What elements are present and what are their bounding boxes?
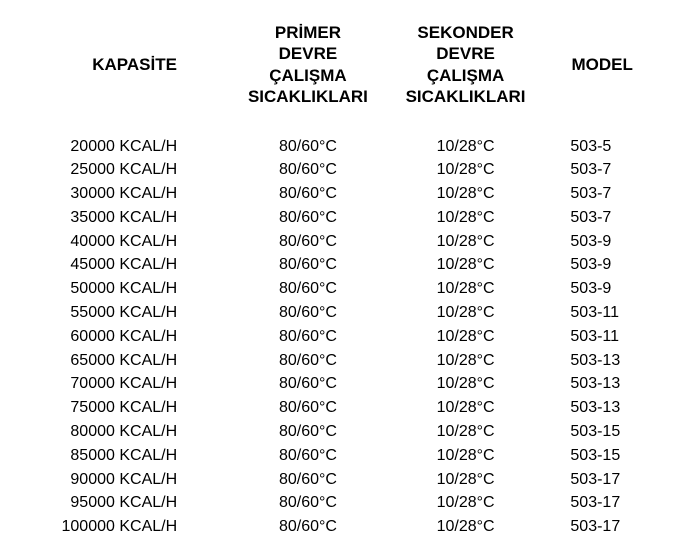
cell-primer: 80/60°C	[229, 230, 387, 254]
cell-sekonder: 10/28°C	[387, 516, 545, 540]
cell-model: 503-7	[544, 183, 660, 207]
cell-kapasite: 35000 KCAL/H	[40, 206, 229, 230]
table-row: 100000 KCAL/H80/60°C10/28°C503-17	[40, 516, 660, 540]
cell-primer: 80/60°C	[229, 468, 387, 492]
cell-kapasite: 40000 KCAL/H	[40, 230, 229, 254]
cell-model: 503-5	[544, 135, 660, 159]
table-row: 95000 KCAL/H80/60°C10/28°C503-17	[40, 492, 660, 516]
cell-model: 503-11	[544, 302, 660, 326]
cell-kapasite: 20000 KCAL/H	[40, 135, 229, 159]
cell-sekonder: 10/28°C	[387, 206, 545, 230]
cell-sekonder: 10/28°C	[387, 230, 545, 254]
header-row: KAPASİTE PRİMERDEVREÇALIŞMASICAKLIKLARI …	[40, 22, 660, 135]
cell-primer: 80/60°C	[229, 183, 387, 207]
table-body: 20000 KCAL/H80/60°C10/28°C503-525000 KCA…	[40, 135, 660, 540]
cell-sekonder: 10/28°C	[387, 159, 545, 183]
cell-kapasite: 25000 KCAL/H	[40, 159, 229, 183]
cell-model: 503-9	[544, 254, 660, 278]
header-kapasite: KAPASİTE	[40, 22, 229, 135]
table-row: 70000 KCAL/H80/60°C10/28°C503-13	[40, 373, 660, 397]
cell-kapasite: 30000 KCAL/H	[40, 183, 229, 207]
cell-sekonder: 10/28°C	[387, 373, 545, 397]
cell-primer: 80/60°C	[229, 444, 387, 468]
cell-kapasite: 65000 KCAL/H	[40, 349, 229, 373]
cell-primer: 80/60°C	[229, 349, 387, 373]
cell-sekonder: 10/28°C	[387, 444, 545, 468]
cell-sekonder: 10/28°C	[387, 302, 545, 326]
cell-model: 503-17	[544, 468, 660, 492]
cell-model: 503-9	[544, 278, 660, 302]
cell-model: 503-17	[544, 492, 660, 516]
cell-kapasite: 50000 KCAL/H	[40, 278, 229, 302]
cell-kapasite: 70000 KCAL/H	[40, 373, 229, 397]
table-row: 75000 KCAL/H80/60°C10/28°C503-13	[40, 397, 660, 421]
cell-sekonder: 10/28°C	[387, 278, 545, 302]
cell-sekonder: 10/28°C	[387, 349, 545, 373]
table-row: 90000 KCAL/H80/60°C10/28°C503-17	[40, 468, 660, 492]
cell-kapasite: 90000 KCAL/H	[40, 468, 229, 492]
cell-model: 503-11	[544, 325, 660, 349]
cell-primer: 80/60°C	[229, 135, 387, 159]
table-container: KAPASİTE PRİMERDEVREÇALIŞMASICAKLIKLARI …	[0, 0, 700, 540]
cell-model: 503-13	[544, 349, 660, 373]
cell-sekonder: 10/28°C	[387, 325, 545, 349]
table-row: 55000 KCAL/H80/60°C10/28°C503-11	[40, 302, 660, 326]
header-sekonder: SEKONDERDEVREÇALIŞMASICAKLIKLARI	[387, 22, 545, 135]
cell-primer: 80/60°C	[229, 373, 387, 397]
spec-table: KAPASİTE PRİMERDEVREÇALIŞMASICAKLIKLARI …	[40, 22, 660, 540]
table-row: 25000 KCAL/H80/60°C10/28°C503-7	[40, 159, 660, 183]
table-row: 35000 KCAL/H80/60°C10/28°C503-7	[40, 206, 660, 230]
cell-sekonder: 10/28°C	[387, 468, 545, 492]
table-row: 85000 KCAL/H80/60°C10/28°C503-15	[40, 444, 660, 468]
cell-primer: 80/60°C	[229, 254, 387, 278]
table-row: 50000 KCAL/H80/60°C10/28°C503-9	[40, 278, 660, 302]
cell-model: 503-15	[544, 444, 660, 468]
cell-model: 503-13	[544, 373, 660, 397]
cell-primer: 80/60°C	[229, 325, 387, 349]
cell-model: 503-13	[544, 397, 660, 421]
cell-kapasite: 80000 KCAL/H	[40, 421, 229, 445]
header-model: MODEL	[544, 22, 660, 135]
table-row: 60000 KCAL/H80/60°C10/28°C503-11	[40, 325, 660, 349]
cell-model: 503-15	[544, 421, 660, 445]
cell-model: 503-17	[544, 516, 660, 540]
cell-primer: 80/60°C	[229, 516, 387, 540]
cell-kapasite: 85000 KCAL/H	[40, 444, 229, 468]
table-row: 45000 KCAL/H80/60°C10/28°C503-9	[40, 254, 660, 278]
cell-sekonder: 10/28°C	[387, 492, 545, 516]
cell-primer: 80/60°C	[229, 159, 387, 183]
cell-primer: 80/60°C	[229, 278, 387, 302]
table-row: 65000 KCAL/H80/60°C10/28°C503-13	[40, 349, 660, 373]
cell-kapasite: 45000 KCAL/H	[40, 254, 229, 278]
cell-model: 503-7	[544, 159, 660, 183]
table-row: 80000 KCAL/H80/60°C10/28°C503-15	[40, 421, 660, 445]
cell-sekonder: 10/28°C	[387, 397, 545, 421]
cell-primer: 80/60°C	[229, 421, 387, 445]
cell-sekonder: 10/28°C	[387, 135, 545, 159]
header-primer: PRİMERDEVREÇALIŞMASICAKLIKLARI	[229, 22, 387, 135]
cell-kapasite: 95000 KCAL/H	[40, 492, 229, 516]
cell-primer: 80/60°C	[229, 302, 387, 326]
cell-kapasite: 55000 KCAL/H	[40, 302, 229, 326]
cell-sekonder: 10/28°C	[387, 183, 545, 207]
cell-kapasite: 60000 KCAL/H	[40, 325, 229, 349]
cell-sekonder: 10/28°C	[387, 254, 545, 278]
cell-sekonder: 10/28°C	[387, 421, 545, 445]
cell-primer: 80/60°C	[229, 492, 387, 516]
cell-primer: 80/60°C	[229, 397, 387, 421]
table-row: 20000 KCAL/H80/60°C10/28°C503-5	[40, 135, 660, 159]
cell-kapasite: 100000 KCAL/H	[40, 516, 229, 540]
cell-model: 503-9	[544, 230, 660, 254]
table-row: 30000 KCAL/H80/60°C10/28°C503-7	[40, 183, 660, 207]
table-row: 40000 KCAL/H80/60°C10/28°C503-9	[40, 230, 660, 254]
cell-kapasite: 75000 KCAL/H	[40, 397, 229, 421]
cell-primer: 80/60°C	[229, 206, 387, 230]
cell-model: 503-7	[544, 206, 660, 230]
